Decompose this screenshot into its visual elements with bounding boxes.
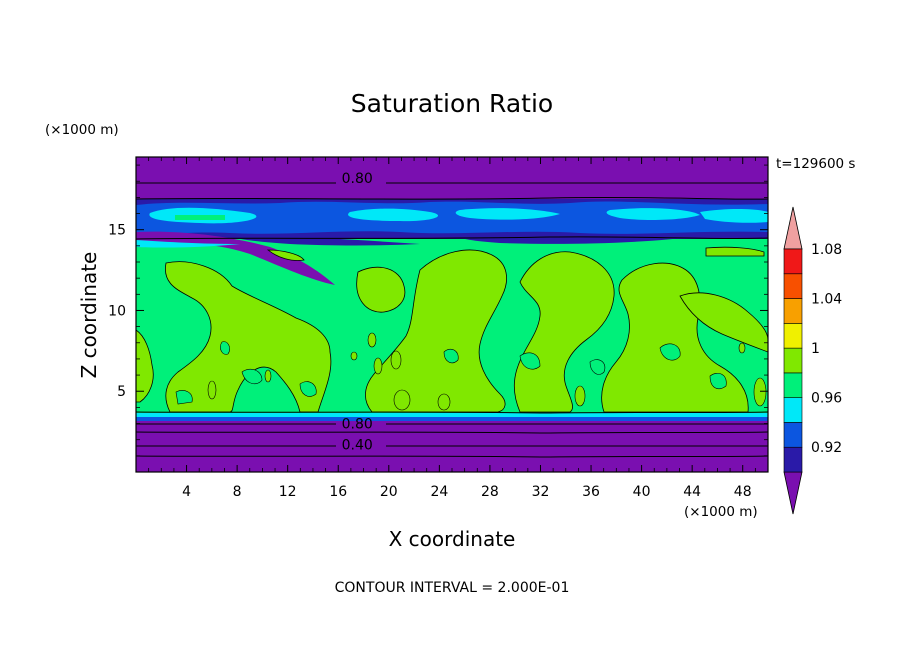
- lower-cyan-band: [136, 413, 768, 419]
- x-tick-label: 16: [329, 484, 347, 500]
- subsaturated-holes: [175, 341, 727, 405]
- x-tick-label: 8: [233, 484, 242, 500]
- x-axis-title: X coordinate: [389, 527, 516, 551]
- colorbar: 0.92 0.96 1 1.04 1.08: [783, 206, 842, 515]
- time-label: t=129600 s: [776, 156, 855, 172]
- x-tick-label: 32: [532, 484, 550, 500]
- contour-interval-note: CONTOUR INTERVAL = 2.000E-01: [335, 580, 570, 596]
- contour-field: [136, 157, 768, 472]
- x-axis: 4 8 12 16 20 24 28 32 36 40 44 48: [148, 157, 756, 500]
- colorbar-extend-high: [783, 206, 803, 250]
- x-tick-label: 44: [683, 484, 701, 500]
- upper-blue-band: [136, 201, 768, 234]
- cyan-cell-2: [348, 208, 439, 222]
- colorbar-swatch: [783, 298, 803, 324]
- colorbar-label: 1: [811, 341, 820, 357]
- contour-label: 0.80: [342, 417, 373, 433]
- x-tick-label: 12: [279, 484, 297, 500]
- x-tick-label: 40: [633, 484, 651, 500]
- supersaturated-cells: [136, 246, 768, 413]
- x-unit-label: (×1000 m): [684, 504, 758, 520]
- lower-blue-band: [136, 417, 768, 421]
- colorbar-swatch: [783, 248, 803, 275]
- x-tick-label: 4: [182, 484, 191, 500]
- y-tick-label: 10: [108, 303, 126, 319]
- chart-title: Saturation Ratio: [351, 89, 553, 118]
- contour-labels: 0.80 0.80 0.40: [342, 171, 373, 454]
- y-unit-label: (×1000 m): [45, 122, 119, 138]
- lower-dry-layer: [136, 418, 768, 472]
- contour-lines: [136, 182, 768, 458]
- colorbar-swatch: [783, 323, 803, 349]
- small-supersaturated-spots: [207, 332, 767, 411]
- y-tick-label: 5: [117, 384, 126, 400]
- contour-label: 0.80: [342, 171, 373, 187]
- cyan-cell-4: [606, 208, 700, 220]
- cyan-tongue: [136, 240, 240, 248]
- y-axis: 5 10 15: [108, 164, 768, 457]
- upper-dry-layer: [136, 157, 768, 199]
- x-tick-label: 36: [582, 484, 600, 500]
- x-tick-label: 48: [734, 484, 752, 500]
- colorbar-swatch: [783, 422, 803, 448]
- colorbar-extend-low: [783, 471, 803, 515]
- colorbar-label: 1.08: [811, 242, 842, 258]
- y-tick-label: 15: [108, 223, 126, 239]
- y-axis-title: Z coordinate: [77, 252, 101, 379]
- cyan-cell-5: [700, 208, 768, 223]
- colorbar-swatch: [783, 347, 803, 374]
- cyan-cell-3: [455, 208, 560, 220]
- colorbar-label: 0.96: [811, 391, 842, 407]
- colorbar-label: 0.92: [811, 440, 842, 456]
- green-cell-1: [175, 215, 225, 220]
- colorbar-swatch: [783, 397, 803, 423]
- x-tick-label: 28: [481, 484, 499, 500]
- colorbar-label: 1.04: [811, 292, 842, 308]
- colorbar-swatch: [783, 372, 803, 398]
- x-tick-label: 20: [380, 484, 398, 500]
- contour-label: 0.40: [342, 438, 373, 454]
- colorbar-swatch: [783, 446, 803, 473]
- colorbar-swatch: [783, 273, 803, 299]
- x-tick-label: 24: [430, 484, 448, 500]
